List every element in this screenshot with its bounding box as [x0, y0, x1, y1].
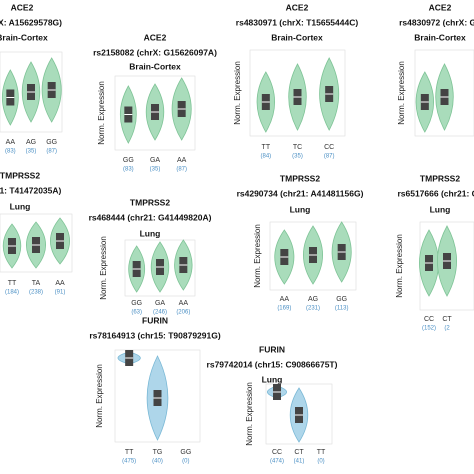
tissue: Brain-Cortex [0, 32, 48, 42]
snp-title: rs4830972 (chrX: G1 [399, 17, 474, 27]
sample-count: (83) [123, 167, 134, 173]
genotype-label: TG [153, 449, 163, 456]
snp-title: (chr21: T41472035A) [0, 185, 62, 195]
genotype-label: TT [262, 144, 271, 151]
genotype-label: AA [177, 157, 187, 164]
genotype-label: TT [317, 449, 326, 456]
plot-frame [414, 49, 474, 137]
genotype-label: GG [46, 139, 57, 146]
plot-frame [124, 239, 196, 297]
tissue: Brain-Cortex [129, 61, 181, 71]
y-axis-label: Norm. Expression [99, 236, 108, 300]
tissue: Lung [140, 228, 161, 238]
snp-title: (chrX: A15629578G) [0, 17, 62, 27]
snp-title: rs78164913 (chr15: T90879291G) [89, 330, 221, 340]
plot-frame [249, 49, 346, 137]
sample-count: (184) [5, 290, 19, 296]
genotype-label: GG [123, 157, 134, 164]
gene-name: FURIN [259, 344, 285, 354]
genotype-label: AG [26, 139, 36, 146]
plot-frame [114, 75, 196, 151]
sample-count: (0) [317, 459, 324, 465]
snp-title: rs2158082 (chrX: G15626097A) [93, 47, 217, 57]
genotype-label: GG [131, 300, 142, 307]
gene-name: ACE2 [144, 32, 167, 42]
genotype-label: AA [6, 139, 16, 146]
sample-count: (91) [55, 290, 66, 296]
genotype-label: GG [336, 296, 347, 303]
gene-name: TMPRSS2 [130, 197, 170, 207]
sample-count: (206) [176, 310, 190, 316]
y-axis-label: Norm. Expression [95, 364, 104, 428]
plot-frame [269, 221, 357, 291]
gene-name: FURIN [142, 315, 168, 325]
plot-frame [0, 213, 73, 273]
sample-count: (87) [176, 167, 187, 173]
tissue: Lung [290, 204, 311, 214]
plot-frame [114, 349, 201, 443]
sample-count: (2 [444, 326, 450, 332]
genotype-label: AA [280, 296, 290, 303]
genotype-label: GA [155, 300, 165, 307]
genotype-label: TT [125, 449, 134, 456]
genotype-label: AG [308, 296, 318, 303]
plot-frame [265, 383, 333, 445]
sample-count: (84) [260, 154, 271, 160]
snp-title: rs468444 (chr21: G41449820A) [89, 212, 212, 222]
gene-name: ACE2 [286, 2, 309, 12]
genotype-label: GA [150, 157, 160, 164]
sample-count: (63) [131, 310, 142, 316]
sample-count: (169) [277, 306, 291, 312]
sample-count: (87) [324, 154, 335, 160]
sample-count: (474) [270, 459, 284, 465]
sample-count: (0) [182, 459, 189, 465]
sample-count: (238) [29, 290, 43, 296]
tissue: Lung [262, 374, 283, 384]
sample-count: (475) [122, 459, 136, 465]
tissue: Lung [430, 204, 451, 214]
plot-frame [0, 51, 63, 133]
sample-count: (231) [306, 306, 320, 312]
snp-title: rs4290734 (chr21: A41481156G) [237, 188, 364, 198]
snp-title: rs4830971 (chrX: T15655444C) [236, 17, 359, 27]
tissue: Lung [10, 201, 31, 211]
sample-count: (246) [153, 310, 167, 316]
sample-count: (152) [422, 326, 436, 332]
gene-name: TMPRSS2 [280, 173, 320, 183]
sample-count: (35) [150, 167, 161, 173]
y-axis-label: Norm. Expression [245, 382, 254, 446]
y-axis-label: Norm. Expression [233, 61, 242, 125]
y-axis-label: Norm. Expression [97, 81, 106, 145]
genotype-label: GG [180, 449, 191, 456]
genotype-label: CT [294, 449, 304, 456]
sample-count: (83) [5, 149, 16, 155]
gene-name: ACE2 [11, 2, 34, 12]
genotype-label: CC [424, 316, 434, 323]
y-axis-label: Norm. Expression [395, 234, 404, 298]
sample-count: (113) [335, 306, 349, 312]
gene-name: TMPRSS2 [0, 170, 40, 180]
genotype-label: CC [324, 144, 334, 151]
sample-count: (35) [26, 149, 37, 155]
tissue: Brain-Cortex [414, 32, 466, 42]
gene-name: TMPRSS2 [420, 173, 460, 183]
gene-name: ACE2 [429, 2, 452, 12]
genotype-label: TT [8, 280, 17, 287]
tissue: Brain-Cortex [271, 32, 323, 42]
genotype-label: AA [55, 280, 65, 287]
genotype-label: CC [272, 449, 282, 456]
snp-title: rs79742014 (chr15: C90866675T) [207, 359, 338, 369]
sample-count: (35) [292, 154, 303, 160]
genotype-label: AA [179, 300, 189, 307]
snp-title: rs6517666 (chr21: C4 [397, 188, 474, 198]
genotype-label: TC [293, 144, 302, 151]
sample-count: (41) [294, 459, 305, 465]
y-axis-label: Norm. Expression [397, 61, 406, 125]
sample-count: (40) [152, 459, 163, 465]
y-axis-label: Norm. Expression [253, 224, 262, 288]
genotype-label: TA [32, 280, 41, 287]
genotype-label: CT [442, 316, 452, 323]
sample-count: (87) [46, 149, 57, 155]
